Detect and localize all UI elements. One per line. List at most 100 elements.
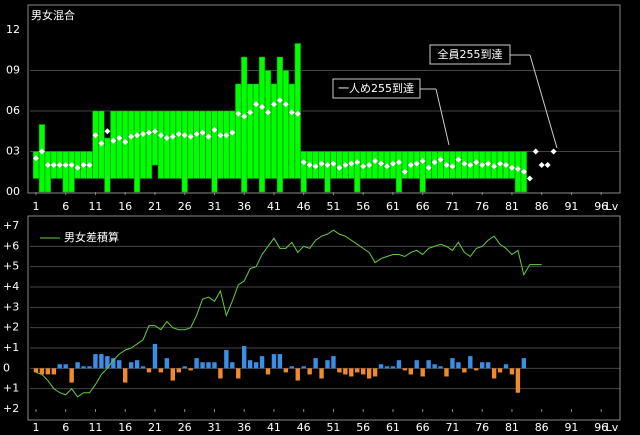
avg-marker xyxy=(455,156,462,163)
x-tick-label: 36 xyxy=(237,421,251,434)
avg-marker xyxy=(485,160,492,167)
bar xyxy=(521,358,527,369)
bar xyxy=(355,368,360,373)
avg-marker xyxy=(193,130,200,137)
bar xyxy=(224,350,229,369)
bar xyxy=(230,362,235,369)
avg-marker xyxy=(134,132,141,139)
legend-label: 男女差積算 xyxy=(64,230,119,244)
avg-marker xyxy=(532,148,539,155)
y-tick-label: +1 xyxy=(3,341,19,354)
x-tick-label: 76 xyxy=(475,421,489,434)
avg-marker xyxy=(56,162,63,168)
avg-marker xyxy=(163,135,170,141)
x-tick-label: 46 xyxy=(297,200,311,213)
avg-marker xyxy=(497,160,504,167)
bar xyxy=(468,356,473,369)
bar xyxy=(402,368,408,371)
bar xyxy=(87,366,92,369)
bar xyxy=(462,368,467,373)
avg-marker xyxy=(122,139,129,146)
range-bar xyxy=(253,83,260,179)
bar xyxy=(81,366,86,369)
x-tick-label: 1 xyxy=(32,200,39,213)
bar xyxy=(289,366,294,369)
range-bar xyxy=(92,110,99,179)
avg-marker xyxy=(342,162,349,168)
avg-marker xyxy=(288,109,295,116)
range-bar xyxy=(199,110,206,179)
range-bar xyxy=(282,70,289,179)
avg-marker xyxy=(407,162,414,168)
x-tick-label: 36 xyxy=(237,200,251,213)
x-tick-label: 56 xyxy=(356,421,370,434)
avg-marker xyxy=(44,162,51,168)
y-tick-label: 03 xyxy=(6,145,20,158)
y-tick-label: +3 xyxy=(3,300,19,313)
avg-marker xyxy=(336,164,343,171)
bar xyxy=(259,356,265,369)
avg-marker xyxy=(467,162,474,168)
y-tick-label: 0 xyxy=(3,361,10,374)
bar xyxy=(450,358,455,369)
avg-marker xyxy=(395,159,402,166)
bar xyxy=(152,343,158,369)
bar xyxy=(378,364,384,369)
annotation-box xyxy=(332,78,421,99)
x-tick-label: 11 xyxy=(88,200,102,213)
y-tick-label: +6 xyxy=(3,239,19,252)
x-tick-label: 66 xyxy=(416,200,430,213)
bar xyxy=(170,368,175,381)
avg-marker xyxy=(229,129,236,136)
range-bar xyxy=(419,151,426,193)
x-axis-label: Lv xyxy=(606,200,619,213)
avg-marker xyxy=(259,103,266,110)
y-tick-label: +2 xyxy=(3,402,19,415)
x-tick-label: 6 xyxy=(62,200,69,213)
leader xyxy=(435,88,450,146)
range-bar xyxy=(223,110,230,179)
annotation: 一人め255到達 xyxy=(338,82,414,95)
avg-marker xyxy=(282,101,289,108)
bar xyxy=(497,368,503,373)
avg-marker xyxy=(300,159,307,166)
y-tick-label: 06 xyxy=(6,104,20,117)
bar xyxy=(194,358,199,369)
bar xyxy=(200,362,205,369)
avg-marker xyxy=(32,155,39,162)
avg-marker xyxy=(205,133,212,140)
x-tick-label: 26 xyxy=(178,421,192,434)
bar xyxy=(366,368,372,379)
bar xyxy=(99,354,104,369)
bar xyxy=(295,368,300,381)
bar xyxy=(474,368,479,371)
range-bar xyxy=(235,83,242,179)
range-bar xyxy=(68,151,75,193)
avg-marker xyxy=(104,128,111,135)
x-axis-label: Lv xyxy=(606,421,619,434)
avg-marker xyxy=(80,162,87,168)
bar xyxy=(456,362,461,369)
bar xyxy=(146,368,152,373)
range-bar xyxy=(175,110,182,179)
range-bar xyxy=(110,110,117,179)
bar xyxy=(117,360,122,369)
range-bar xyxy=(140,110,147,179)
top-title: 男女混合 xyxy=(31,8,75,22)
x-tick-label: 51 xyxy=(326,200,340,213)
line xyxy=(35,229,542,398)
x-tick-label: 6 xyxy=(62,421,69,434)
avg-marker xyxy=(503,162,509,168)
x-tick-label: 91 xyxy=(564,421,578,434)
avg-marker xyxy=(514,166,521,173)
x-tick-label: 86 xyxy=(535,421,549,434)
bar xyxy=(349,368,354,377)
bar xyxy=(57,364,62,369)
x-tick-label: 41 xyxy=(267,200,281,213)
annotation-box xyxy=(429,44,511,65)
bar xyxy=(515,368,521,393)
x-tick-label: 61 xyxy=(386,200,400,213)
avg-marker xyxy=(372,157,379,164)
range-bar xyxy=(32,151,40,179)
range-bar xyxy=(264,70,272,179)
